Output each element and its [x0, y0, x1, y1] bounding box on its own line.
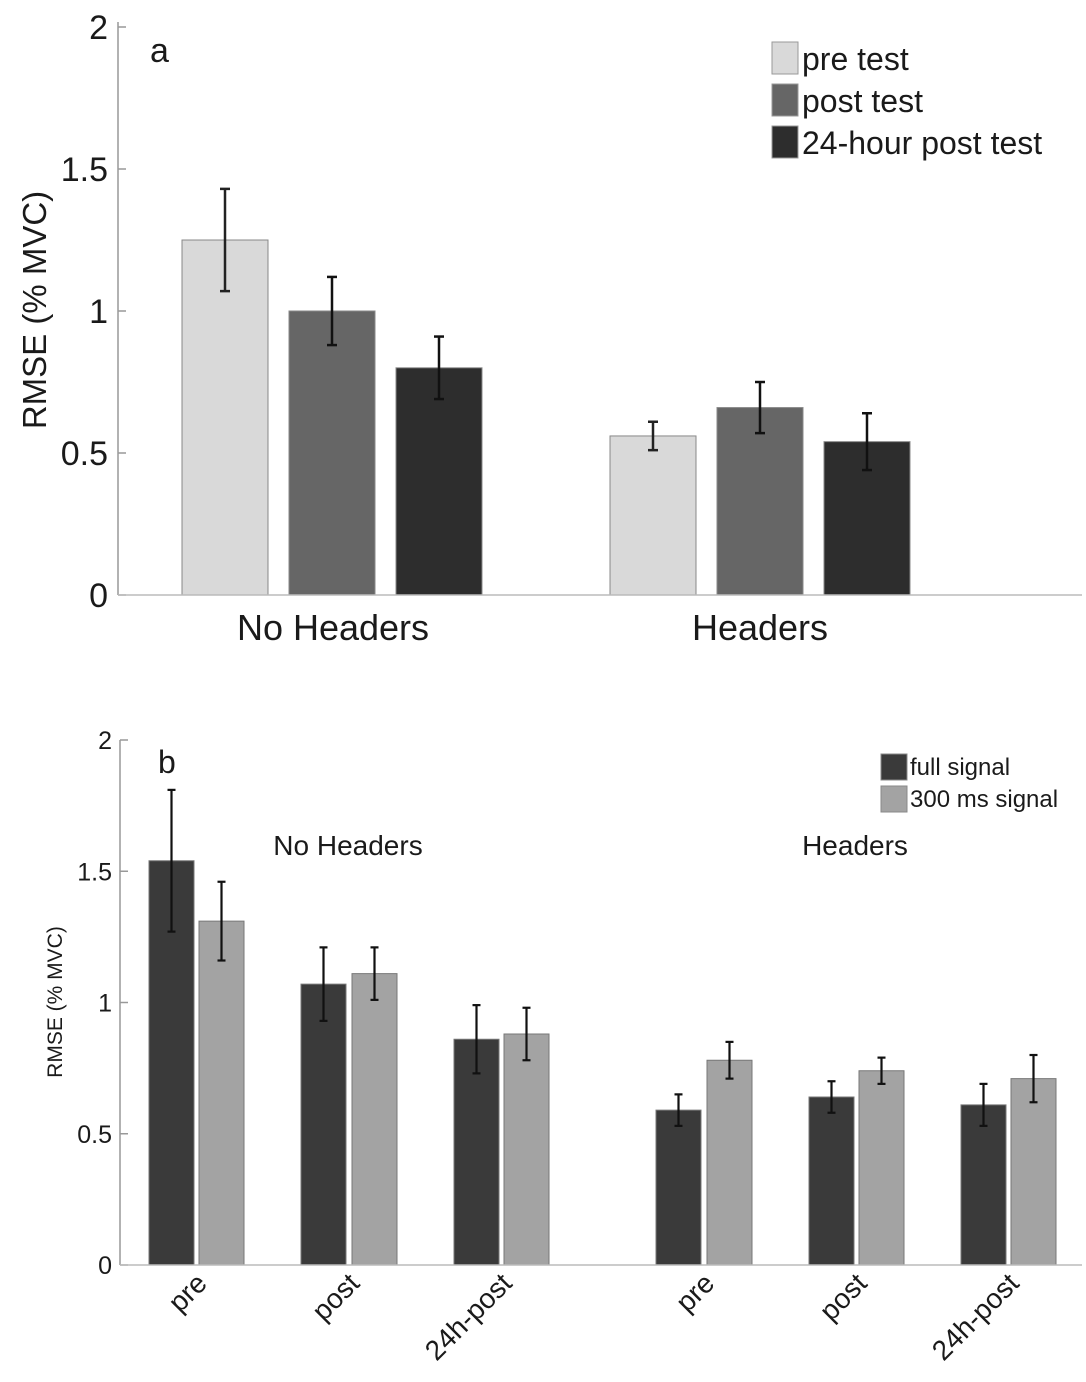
bar-1-5 — [1010, 1078, 1057, 1266]
panel-a: 0 0.5 1 1.5 2 No Headers Headers a RMSE (% MV… — [16, 9, 1082, 648]
legend-label: 24-hour post test — [802, 125, 1042, 161]
group-label: Headers — [802, 830, 908, 861]
panel-b-label: b — [158, 744, 176, 780]
legend-swatch — [771, 83, 799, 117]
y-tick-label: 0 — [89, 577, 108, 615]
bar-0-5 — [960, 1104, 1007, 1266]
group-label: No Headers — [273, 830, 422, 861]
y-tick-label: 2 — [89, 9, 108, 47]
category-label: pre — [162, 1267, 213, 1318]
panel-a-y-ticks: 0 0.5 1 1.5 2 — [61, 9, 126, 615]
y-tick-label: 2 — [98, 727, 112, 755]
panel-b-error-bars — [167, 788, 1038, 1127]
y-tick-label: 0.5 — [61, 435, 108, 473]
bar-1-1 — [351, 973, 398, 1266]
category-label: No Headers — [237, 607, 429, 648]
legend-swatch — [771, 41, 799, 75]
bar-1-3 — [706, 1059, 753, 1266]
panel-b: 0 0.5 1 1.5 2 pre post 24h-post pre post 24h-post… — [44, 727, 1082, 1366]
bar-1-2 — [503, 1033, 550, 1266]
y-tick-label: 1.5 — [77, 858, 112, 886]
panel-a-error-bars — [220, 187, 872, 472]
legend-swatch — [880, 785, 908, 813]
y-tick-label: 0 — [98, 1252, 112, 1280]
panel-a-y-axis-label: RMSE (% MVC) — [16, 191, 53, 429]
bar-0-0 — [181, 239, 269, 596]
bar-1-1 — [716, 407, 804, 596]
panel-b-y-axis-label: RMSE (% MVC) — [44, 926, 67, 1078]
y-tick-label: 0.5 — [77, 1121, 112, 1149]
panel-b-legend: full signal 300 ms signal — [880, 753, 1058, 813]
y-tick-label: 1.5 — [61, 151, 108, 189]
legend-label: pre test — [802, 41, 909, 77]
bar-1-0 — [288, 310, 376, 596]
bar-0-3 — [655, 1109, 702, 1266]
bar-0-4 — [808, 1096, 855, 1266]
panel-a-label: a — [150, 32, 169, 70]
bar-1-0 — [198, 920, 245, 1266]
bar-0-1 — [609, 435, 697, 596]
category-label: pre — [670, 1267, 721, 1318]
legend-swatch — [771, 125, 799, 159]
category-label: Headers — [692, 607, 828, 648]
legend-label: 300 ms signal — [910, 786, 1058, 813]
category-label: post — [306, 1267, 365, 1326]
legend-label: post test — [802, 83, 923, 119]
panel-a-categories: No Headers Headers — [237, 607, 828, 648]
panel-b-categories: pre post 24h-post pre post 24h-post — [162, 1267, 1025, 1366]
legend-label: full signal — [910, 754, 1010, 781]
y-tick-label: 1 — [89, 293, 108, 331]
category-label: 24h-post — [926, 1267, 1025, 1366]
bar-2-0 — [395, 367, 483, 596]
legend-swatch — [880, 753, 908, 781]
bar-1-4 — [858, 1070, 905, 1266]
bar-0-1 — [300, 983, 347, 1266]
panel-a-legend: pre test post test 24-hour post test — [771, 41, 1042, 161]
panel-b-bars — [148, 860, 1057, 1266]
panel-b-group-labels: No Headers Headers — [273, 830, 908, 861]
category-label: 24h-post — [419, 1267, 518, 1366]
y-tick-label: 1 — [98, 990, 112, 1018]
category-label: post — [813, 1267, 872, 1326]
panel-a-bars — [181, 239, 911, 596]
